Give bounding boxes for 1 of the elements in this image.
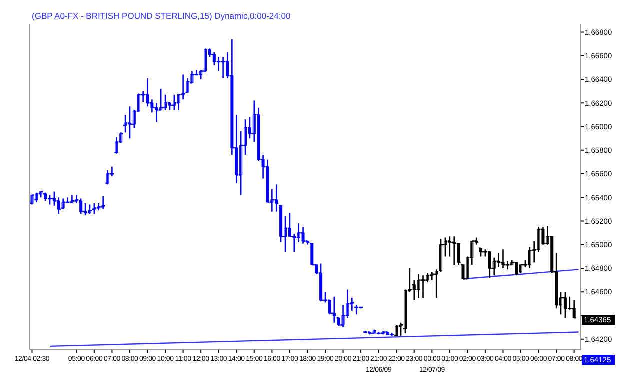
chart-title: (GBP A0-FX - BRITISH POUND STERLING,15) Dynamic,0:00-24:00 [32, 11, 291, 21]
